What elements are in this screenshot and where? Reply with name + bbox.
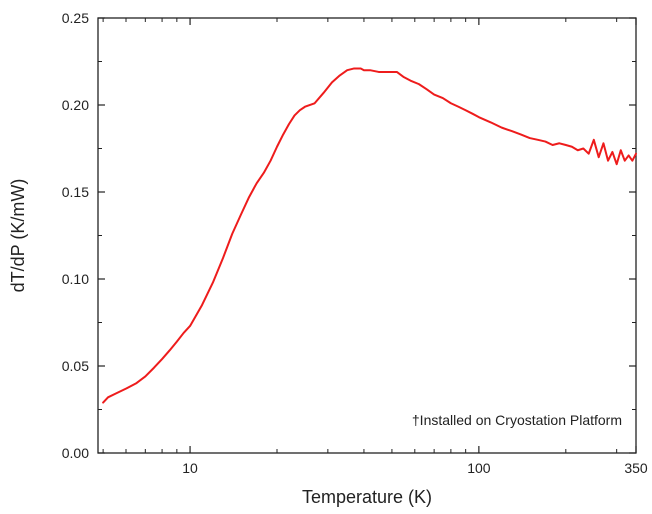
tick-labels: 0.00 0.05 0.10 0.15 0.20 0.25 10 100 350 — [62, 10, 648, 476]
y-tick-label: 0.25 — [62, 10, 89, 26]
x-tick-label: 350 — [624, 460, 648, 476]
y-axis-title: dT/dP (K/mW) — [8, 179, 28, 293]
series-line — [102, 67, 637, 404]
x-tick-label: 100 — [467, 460, 491, 476]
y-tick-label: 0.05 — [62, 358, 89, 374]
y-tick-label: 0.00 — [62, 445, 89, 461]
y-tick-label: 0.20 — [62, 97, 89, 113]
series-layer — [102, 67, 637, 404]
ticks — [98, 17, 637, 454]
x-axis-title: Temperature (K) — [302, 487, 432, 507]
y-tick-label: 0.15 — [62, 184, 89, 200]
plot-border — [97, 17, 637, 454]
annotation-text: †Installed on Cryostation Platform — [412, 412, 622, 428]
x-tick-label: 10 — [182, 460, 198, 476]
plot-frame — [97, 17, 637, 454]
y-tick-label: 0.10 — [62, 271, 89, 287]
